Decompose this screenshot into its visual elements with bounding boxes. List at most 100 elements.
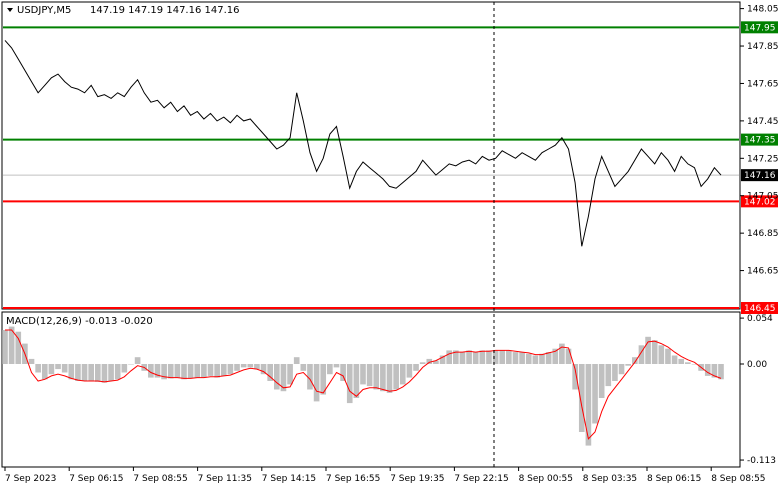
- time-tick-label: 7 Sep 2023: [5, 474, 56, 484]
- price-levels: 147.95 147.35 147.02 146.45 147.16: [3, 21, 778, 314]
- macd-bar: [240, 364, 247, 368]
- macd-bar: [273, 364, 280, 390]
- price-tick-label: 147.85: [747, 42, 779, 52]
- macd-bar: [313, 364, 320, 402]
- level-label-box: [741, 21, 778, 34]
- macd-bar: [108, 364, 114, 381]
- macd-bar: [214, 364, 220, 378]
- macd-bar: [439, 355, 446, 364]
- macd-bar: [55, 364, 61, 370]
- macd-panel-frame: [1, 311, 741, 468]
- current-price-label: 147.16: [744, 171, 776, 181]
- macd-bar: [128, 364, 134, 365]
- macd-bar: [631, 357, 638, 364]
- macd-axis: 0.054 0.00 -0.113: [740, 314, 776, 466]
- macd-bar: [15, 331, 22, 364]
- macd-bar: [320, 364, 327, 395]
- macd-bar: [711, 364, 718, 378]
- macd-bar: [254, 364, 260, 370]
- macd-bar: [287, 364, 293, 385]
- macd-signal: [5, 329, 722, 440]
- macd-bar: [612, 364, 618, 381]
- price-line: [4, 40, 722, 247]
- macd-bar: [75, 364, 81, 381]
- macd-bar: [605, 364, 612, 387]
- macd-tick-label: 0.054: [747, 314, 773, 324]
- macd-bar: [48, 364, 55, 375]
- macd-bar: [592, 364, 598, 424]
- time-tick-label: 8 Sep 06:15: [647, 474, 701, 484]
- time-tick-label: 7 Sep 16:55: [326, 474, 380, 484]
- macd-bar: [81, 364, 88, 381]
- macd-label: MACD(12,26,9) -0.013 -0.020: [6, 316, 153, 327]
- macd-bar: [585, 364, 592, 446]
- macd-bar: [545, 352, 552, 364]
- macd-bar: [486, 350, 492, 364]
- time-tick-label: 7 Sep 19:35: [390, 474, 444, 484]
- macd-bar: [121, 364, 128, 373]
- macd-bar: [360, 364, 366, 385]
- macd-bar: [718, 364, 724, 380]
- macd-bar: [685, 362, 691, 364]
- macd-bar: [565, 348, 572, 364]
- macd-bar: [267, 364, 274, 381]
- macd-bar: [386, 364, 393, 393]
- ohlc-label: 147.19 147.19 147.16 147.16: [90, 5, 240, 16]
- macd-bar: [645, 336, 651, 364]
- macd-bar: [174, 364, 181, 378]
- macd-bar: [472, 352, 479, 364]
- level-label-box: [741, 195, 778, 208]
- macd-bar: [598, 364, 605, 398]
- price-tick-label: 147.05: [747, 192, 779, 202]
- current-price-box: [741, 169, 778, 182]
- macd-bar: [552, 348, 559, 364]
- level-label: 147.35: [744, 136, 776, 146]
- macd-bar: [41, 364, 48, 380]
- macd-bar: [68, 364, 75, 380]
- macd-bar: [559, 343, 565, 364]
- macd-bar: [373, 364, 380, 390]
- price-tick-label: 147.45: [747, 117, 779, 127]
- macd-bar: [479, 350, 486, 364]
- macd-bar: [678, 358, 685, 364]
- macd-bar: [280, 364, 287, 392]
- macd-bar: [307, 364, 313, 390]
- price-tick-label: 148.05: [747, 5, 779, 15]
- macd-bar: [572, 364, 578, 390]
- price-tick-label: 146.65: [747, 267, 779, 277]
- macd-bar: [61, 364, 68, 373]
- symbol-label: USDJPY,M5: [17, 5, 71, 16]
- macd-bar: [260, 364, 267, 375]
- macd-bar: [618, 364, 625, 375]
- price-series: [4, 40, 722, 247]
- level-label: 147.95: [744, 23, 776, 33]
- macd-bar: [207, 364, 214, 376]
- macd-bar: [459, 352, 466, 364]
- macd-bar: [88, 364, 95, 381]
- time-tick-label: 7 Sep 22:15: [454, 474, 508, 484]
- macd-bar: [300, 364, 307, 371]
- price-axis: 148.05 147.85 147.65 147.45 147.25 147.05 146.…: [740, 5, 779, 277]
- macd-bar: [35, 364, 41, 373]
- macd-bar: [201, 364, 207, 378]
- macd-bar: [181, 364, 187, 380]
- macd-bar: [426, 358, 433, 364]
- macd-bar: [413, 364, 419, 371]
- macd-bar: [492, 350, 499, 364]
- dropdown-triangle-icon[interactable]: [7, 8, 13, 12]
- macd-bar: [638, 345, 645, 364]
- macd-bar: [506, 350, 512, 364]
- macd-bar: [499, 350, 506, 364]
- macd-bar: [8, 326, 15, 364]
- macd-bar: [327, 364, 333, 375]
- level-label: 147.02: [744, 197, 776, 207]
- macd-bar: [134, 357, 141, 364]
- time-tick-label: 7 Sep 14:15: [262, 474, 316, 484]
- macd-signal-line: [5, 329, 722, 440]
- macd-bar: [353, 364, 360, 398]
- macd-bar: [519, 352, 525, 364]
- macd-bar: [452, 350, 459, 364]
- macd-bar: [346, 364, 353, 404]
- macd-bar: [532, 355, 539, 364]
- macd-bar: [366, 364, 373, 387]
